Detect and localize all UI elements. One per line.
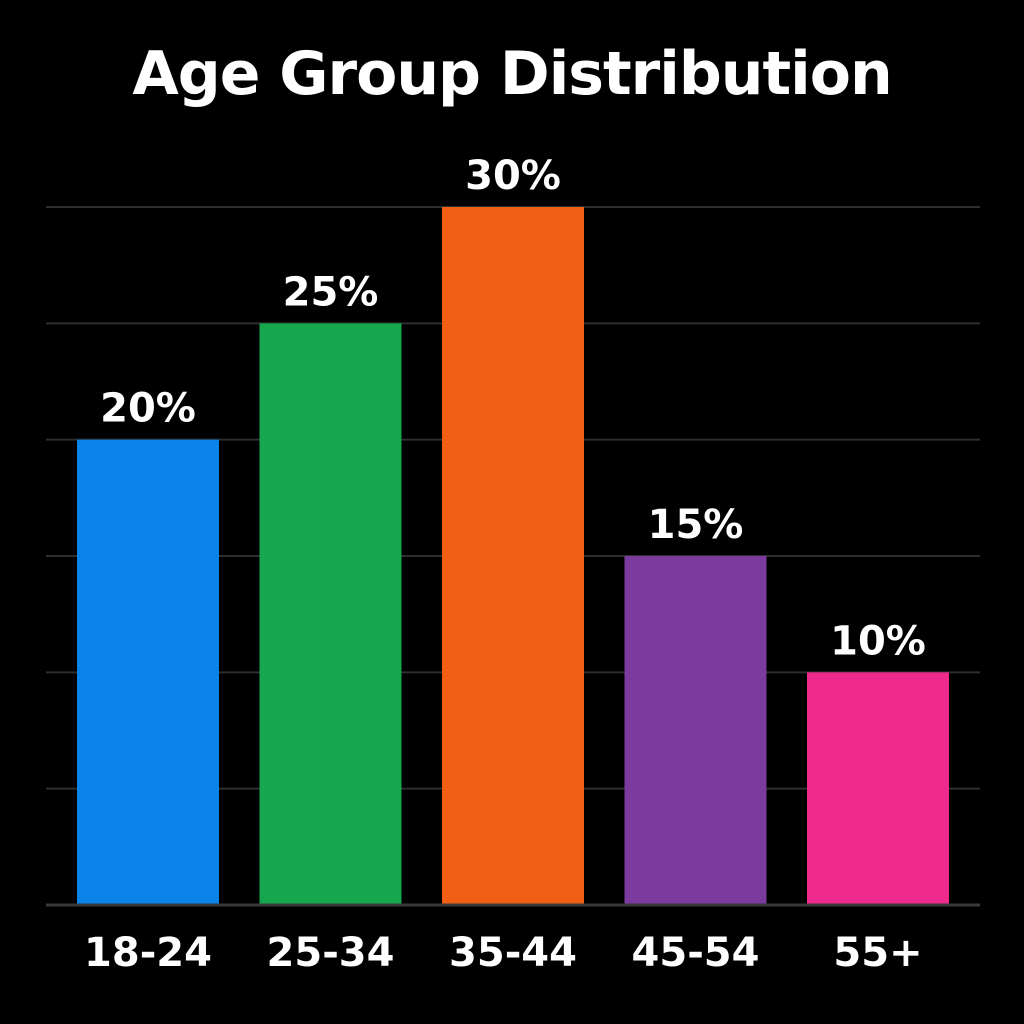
x-tick-label: 55+ xyxy=(833,930,922,976)
bar-45-54 xyxy=(624,556,767,905)
chart-title: Age Group Distribution xyxy=(132,39,892,109)
data-label: 30% xyxy=(465,153,561,199)
data-label: 10% xyxy=(830,618,926,664)
bar-35-44 xyxy=(442,207,584,905)
data-label: 25% xyxy=(283,269,379,315)
bar-18-24 xyxy=(77,439,219,905)
data-label: 20% xyxy=(100,386,196,432)
bar-55+ xyxy=(807,672,949,905)
bar-25-34 xyxy=(259,323,402,905)
data-label: 15% xyxy=(648,502,744,548)
x-tick-label: 35-44 xyxy=(449,930,577,976)
x-tick-label: 45-54 xyxy=(632,930,760,976)
x-tick-label: 25-34 xyxy=(267,930,395,976)
x-tick-label: 18-24 xyxy=(84,930,212,976)
